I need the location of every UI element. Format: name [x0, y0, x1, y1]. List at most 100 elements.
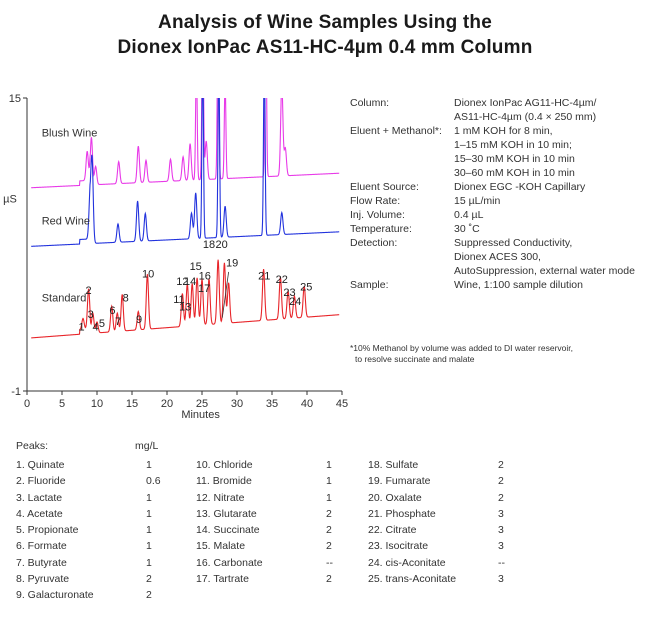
peak-concentration: 0.6 [146, 475, 161, 488]
peak-label: 5 [99, 318, 105, 330]
peak-row: 14. Succinate 2 [196, 522, 356, 538]
condition-value-line: 30 ˚C [454, 223, 480, 235]
peak-row: 17. Tartrate 2 [196, 571, 356, 587]
peak-label: 18 [203, 239, 215, 251]
condition-value-line: AutoSuppression, external water mode [454, 265, 635, 277]
peak-name: 9. Galacturonate [16, 589, 94, 602]
peak-name: 8. Pyruvate [16, 573, 70, 586]
peak-concentration: 3 [498, 524, 504, 537]
condition-value-line: 1 mM KOH for 8 min, [454, 125, 553, 137]
condition-value-line: 15 µL/min [454, 195, 501, 207]
condition-row: Sample: Wine, 1:100 sample dilution [350, 278, 645, 292]
peak-label: 15 [190, 261, 202, 273]
peak-row: 21. Phosphate 3 [368, 506, 528, 522]
condition-label: Flow Rate: [350, 195, 401, 207]
x-axis-label: Minutes [181, 409, 220, 421]
x-tick-label: 15 [126, 398, 138, 410]
condition-row: Inj. Volume: 0.4 µL [350, 208, 645, 222]
peak-label: 17 [198, 283, 210, 295]
peaks-column-3: 18. Sulfate 2 19. Fumarate 2 20. Oxalate 2 21.… [368, 457, 528, 587]
peak-row: 6. Formate 1 [16, 538, 176, 554]
footnote-line-1: *10% Methanol by volume was added to DI … [350, 343, 574, 353]
peak-row: 18. Sulfate 2 [368, 457, 528, 473]
peak-name: 1. Quinate [16, 459, 65, 471]
y-tick-label: -1 [11, 386, 21, 398]
condition-label: Temperature: [350, 223, 412, 235]
trace-standard [31, 259, 340, 339]
peak-concentration: 2 [498, 459, 504, 471]
peak-concentration: 2 [498, 475, 504, 488]
condition-value-line: 30–60 mM KOH in 10 min [454, 167, 575, 179]
peak-row: 24. cis-Aconitate -- [368, 555, 528, 571]
condition-value-line: Dionex IonPac AG11-HC-4µm/ [454, 97, 597, 109]
peak-concentration: 3 [498, 540, 504, 553]
peak-concentration: 1 [146, 524, 152, 537]
peak-name: 19. Fumarate [368, 475, 431, 488]
condition-value-line: AS11-HC-4µm (0.4 × 250 mm) [454, 111, 597, 123]
peak-label: 24 [289, 296, 301, 308]
peak-concentration: 1 [146, 556, 152, 569]
peak-label: 13 [179, 301, 191, 313]
condition-value-line: 1–15 mM KOH in 10 min; [454, 139, 572, 151]
peak-name: 24. cis-Aconitate [368, 556, 446, 569]
peak-name: 6. Formate [16, 540, 67, 553]
peak-name: 14. Succinate [196, 524, 260, 537]
x-tick-label: 30 [231, 398, 243, 410]
peak-name: 11. Bromide [196, 475, 252, 488]
peak-label: 10 [142, 268, 154, 280]
peak-concentration: 2 [326, 507, 332, 520]
peak-name: 18. Sulfate [368, 459, 419, 471]
condition-row: Column: Dionex IonPac AG11-HC-4µm/AS11-HC… [350, 96, 645, 124]
peak-name: 23. Isocitrate [368, 540, 429, 553]
peak-label: 23 [283, 287, 295, 299]
conditions-table: Column: Dionex IonPac AG11-HC-4µm/AS11-HC… [350, 96, 645, 292]
peak-row: 10. Chloride 1 [196, 457, 356, 473]
condition-value-line: Dionex ACES 300, [454, 251, 541, 263]
condition-value-line: Dionex EGC -KOH Capillary [454, 181, 586, 193]
x-tick-label: 20 [161, 398, 173, 410]
peak-concentration: -- [498, 556, 505, 569]
peak-name: 15. Malate [196, 540, 246, 553]
peak-name: 25. trans-Aconitate [368, 573, 457, 586]
peak-row: 3. Lactate 1 [16, 490, 176, 506]
peak-row: 25. trans-Aconitate 3 [368, 571, 528, 587]
peak-row: 23. Isocitrate 3 [368, 538, 528, 554]
condition-value: Wine, 1:100 sample dilution [454, 278, 645, 292]
y-tick-label: 15 [9, 93, 21, 105]
condition-label: Detection: [350, 237, 398, 249]
peak-concentration: 1 [146, 540, 152, 553]
condition-value-line: Wine, 1:100 sample dilution [454, 279, 583, 291]
condition-value: Dionex IonPac AG11-HC-4µm/AS11-HC-4µm (0… [454, 96, 645, 124]
peak-row: 5. Propionate 1 [16, 522, 176, 538]
condition-label: Inj. Volume: [350, 209, 405, 221]
peak-concentration: 1 [326, 475, 332, 488]
peak-name: 10. Chloride [196, 459, 253, 471]
peak-name: 3. Lactate [16, 491, 63, 504]
peak-name: 22. Citrate [368, 524, 417, 537]
peak-name: 2. Fluoride [16, 475, 66, 488]
peak-name: 4. Acetate [16, 507, 63, 520]
condition-value-line: Suppressed Conductivity, [454, 237, 573, 249]
x-tick-label: 0 [24, 398, 30, 410]
peaks-header: Peaks: [16, 440, 49, 452]
condition-row: Flow Rate: 15 µL/min [350, 194, 645, 208]
peak-row: 9. Galacturonate 2 [16, 587, 176, 603]
peak-label: 3 [88, 309, 94, 321]
condition-value: 30 ˚C [454, 222, 645, 236]
peak-row: 19. Fumarate 2 [368, 473, 528, 489]
peak-concentration: 2 [498, 491, 504, 504]
peak-name: 5. Propionate [16, 524, 79, 537]
condition-value: 1 mM KOH for 8 min, 1–15 mM KOH in 10 min… [454, 124, 645, 180]
peak-label: 22 [276, 274, 288, 286]
peak-label: 11 [173, 294, 184, 306]
peak-row: 1. Quinate 1 [16, 457, 176, 473]
peak-concentration: 1 [326, 459, 332, 471]
peak-name: 7. Butyrate [16, 556, 67, 569]
peak-row: 4. Acetate 1 [16, 506, 176, 522]
peak-label: 9 [136, 314, 142, 326]
peak-label: 14 [184, 276, 196, 288]
peak-row: 2. Fluoride 0.6 [16, 473, 176, 489]
x-tick-label: 40 [301, 398, 313, 410]
peak-concentration: 1 [146, 459, 152, 471]
